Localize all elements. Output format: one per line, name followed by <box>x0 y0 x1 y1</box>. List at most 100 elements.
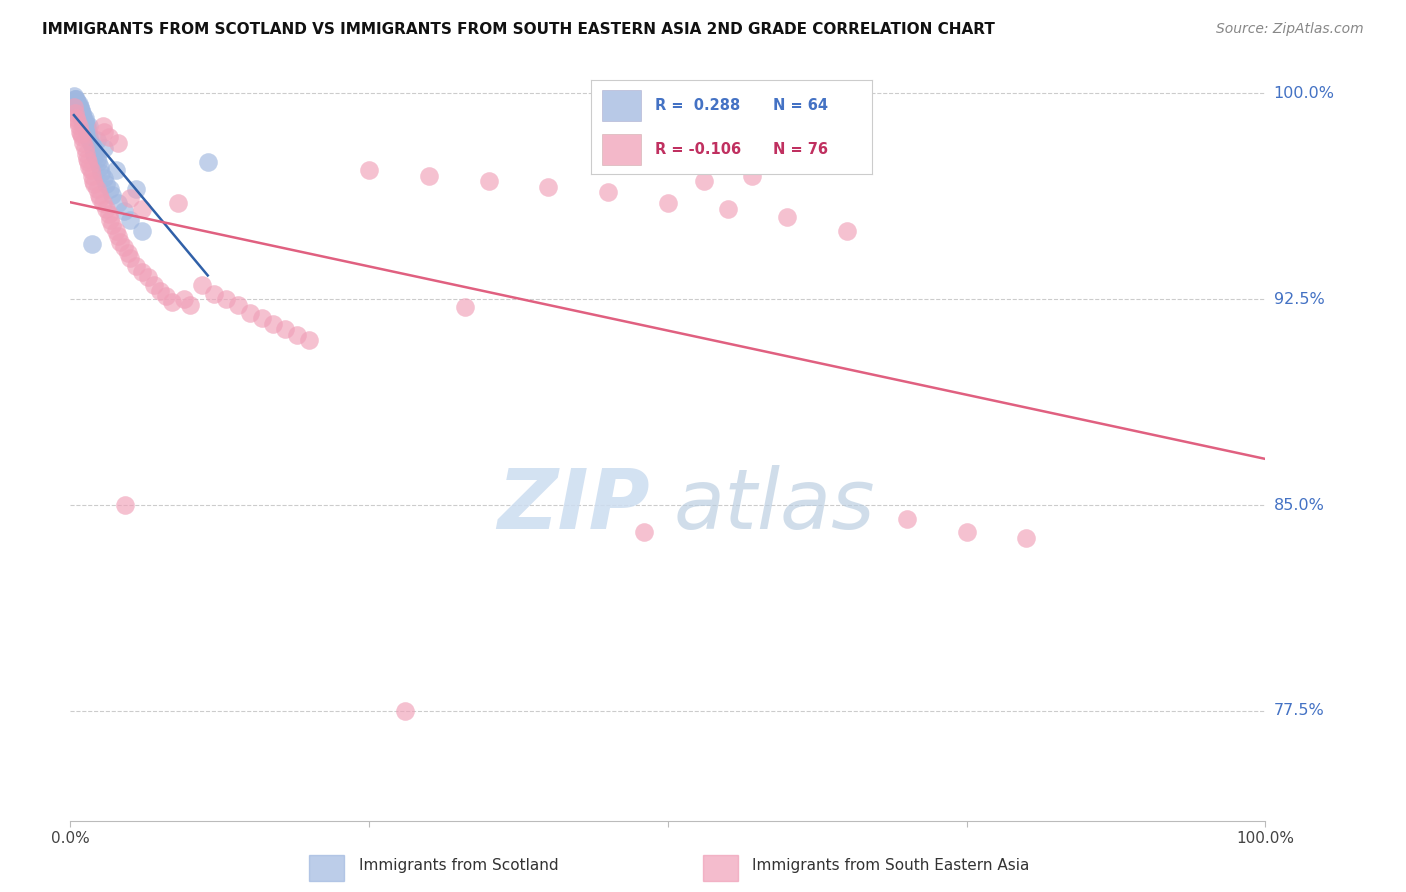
Point <box>73 111 96 125</box>
Point <box>101 218 124 232</box>
Point <box>79 163 101 178</box>
Point <box>89 191 111 205</box>
Point <box>98 212 121 227</box>
Point <box>69 100 91 114</box>
Point <box>84 149 107 163</box>
Point <box>66 95 89 109</box>
Point <box>120 212 141 227</box>
Point <box>776 210 799 224</box>
Point <box>896 512 918 526</box>
Point <box>77 125 100 139</box>
Point <box>70 108 93 122</box>
Point <box>104 223 127 237</box>
Point <box>80 138 103 153</box>
Point <box>75 122 97 136</box>
Point <box>67 100 90 114</box>
Point <box>110 235 132 249</box>
Point <box>67 120 90 134</box>
Point <box>93 125 115 139</box>
Point <box>263 317 285 331</box>
Point <box>63 92 86 106</box>
Point <box>1015 531 1038 545</box>
Text: 85.0%: 85.0% <box>1274 498 1324 513</box>
Point <box>155 289 177 303</box>
Text: Immigrants from Scotland: Immigrants from Scotland <box>359 858 558 872</box>
Point <box>394 704 416 718</box>
Point <box>83 177 105 191</box>
Point <box>131 223 153 237</box>
Point <box>454 301 477 315</box>
Text: atlas: atlas <box>673 466 876 547</box>
Point <box>80 169 103 183</box>
Point <box>125 259 148 273</box>
Point <box>72 116 94 130</box>
Point <box>65 97 87 112</box>
Point <box>66 100 89 114</box>
Point <box>112 204 135 219</box>
Point <box>250 311 273 326</box>
Point <box>76 120 98 134</box>
Point <box>173 292 195 306</box>
Point <box>87 155 110 169</box>
Text: R = -0.106: R = -0.106 <box>655 142 741 157</box>
Point <box>67 97 90 112</box>
Text: 92.5%: 92.5% <box>1274 292 1324 307</box>
Point <box>117 245 139 260</box>
Text: 77.5%: 77.5% <box>1274 704 1324 718</box>
Point <box>66 97 89 112</box>
Point <box>79 133 101 147</box>
Text: 100.0%: 100.0% <box>1274 86 1334 101</box>
Point <box>80 237 103 252</box>
Text: IMMIGRANTS FROM SCOTLAND VS IMMIGRANTS FROM SOUTH EASTERN ASIA 2ND GRADE CORRELA: IMMIGRANTS FROM SCOTLAND VS IMMIGRANTS F… <box>42 22 995 37</box>
Point <box>73 141 96 155</box>
Point <box>77 128 100 142</box>
Point <box>86 133 108 147</box>
Point <box>65 111 87 125</box>
Point <box>65 95 87 109</box>
Point <box>70 113 93 128</box>
Point <box>70 103 93 117</box>
Point <box>86 182 108 196</box>
Point <box>75 120 97 134</box>
Text: N = 76: N = 76 <box>773 142 828 157</box>
Point <box>63 89 86 103</box>
Point <box>131 202 153 216</box>
Point <box>79 130 101 145</box>
Point <box>166 196 188 211</box>
Point <box>226 298 249 312</box>
Point <box>287 327 309 342</box>
Point <box>69 105 91 120</box>
Point <box>96 177 117 191</box>
Point <box>478 174 501 188</box>
Text: Immigrants from South Eastern Asia: Immigrants from South Eastern Asia <box>752 858 1029 872</box>
Point <box>120 191 141 205</box>
Point <box>179 298 201 312</box>
Point <box>66 113 89 128</box>
Point <box>93 171 115 186</box>
Point <box>70 105 93 120</box>
Point <box>72 111 94 125</box>
Point <box>112 240 135 254</box>
Point <box>79 161 101 175</box>
Point <box>202 286 225 301</box>
Point <box>359 163 381 178</box>
Point <box>91 120 114 134</box>
Point <box>96 202 117 216</box>
Point <box>197 155 219 169</box>
Point <box>70 105 93 120</box>
Point <box>63 105 86 120</box>
Point <box>70 108 93 122</box>
Point <box>104 163 127 178</box>
Point <box>79 136 101 150</box>
Point <box>65 92 87 106</box>
Point <box>97 130 120 145</box>
Point <box>69 125 91 139</box>
Point <box>693 174 716 188</box>
Point <box>136 270 159 285</box>
Point <box>63 100 86 114</box>
Bar <box>703 855 738 881</box>
Point <box>67 100 90 114</box>
Point <box>418 169 440 183</box>
Point <box>740 169 762 183</box>
Point <box>97 207 120 221</box>
